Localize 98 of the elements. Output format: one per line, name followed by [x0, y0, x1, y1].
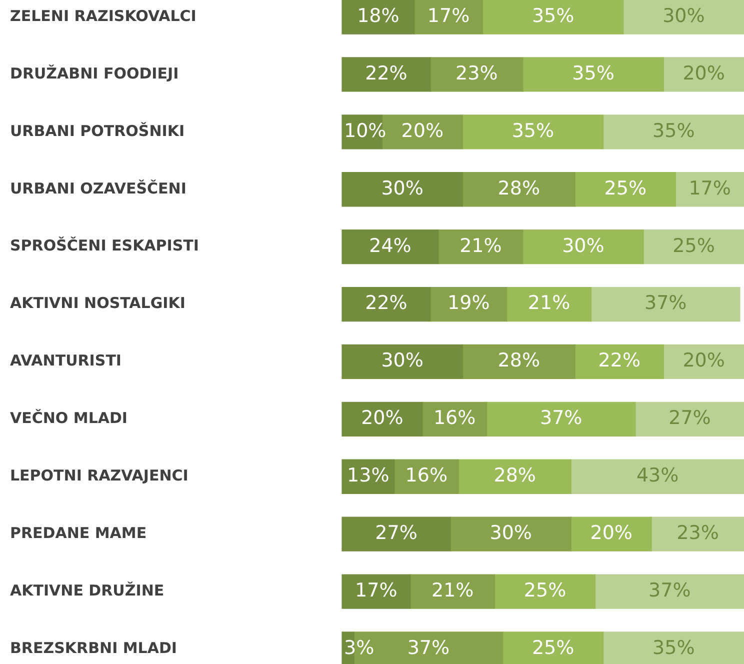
- data-label: 21%: [528, 292, 570, 314]
- data-label: 35%: [532, 4, 574, 27]
- bar: [590, 286, 740, 322]
- bar: [414, 0, 484, 34]
- data-label: 16%: [405, 464, 448, 487]
- bar: [643, 229, 744, 264]
- data-label: 23%: [456, 62, 498, 84]
- bar: [494, 574, 596, 609]
- data-label: 30%: [562, 234, 604, 257]
- data-label: 17%: [688, 177, 731, 200]
- bar: [458, 459, 572, 494]
- bar: [462, 172, 576, 207]
- data-label: 37%: [648, 579, 691, 602]
- data-label: 23%: [676, 522, 719, 544]
- bar: [342, 172, 463, 207]
- bar: [342, 344, 463, 380]
- data-label: 17%: [427, 4, 470, 27]
- data-label: 30%: [381, 350, 424, 372]
- data-label: 30%: [490, 522, 532, 544]
- y-tick-label: LEPOTNI RAZVAJENCI: [10, 466, 188, 485]
- bar: [522, 57, 664, 92]
- data-label: 25%: [524, 579, 566, 602]
- y-tick-label: DRUŽABNI FOODIEJI: [10, 64, 179, 82]
- data-label: 25%: [532, 636, 574, 659]
- data-label: 35%: [512, 120, 554, 142]
- bar: [486, 402, 636, 437]
- bar: [342, 402, 423, 437]
- data-label: 18%: [357, 4, 400, 27]
- data-label: 37%: [540, 407, 582, 430]
- bar: [438, 229, 524, 264]
- data-label: 24%: [369, 234, 412, 257]
- data-label: 20%: [590, 522, 632, 544]
- y-tick-label: ZELENI RAZISKOVALCI: [10, 6, 196, 25]
- y-tick-label: VEČNO MLADI: [10, 409, 128, 428]
- data-label: 35%: [652, 120, 695, 142]
- bar: [450, 516, 572, 552]
- data-label: 25%: [672, 234, 715, 257]
- bar: [602, 114, 744, 150]
- bar: [342, 286, 431, 322]
- data-label: 28%: [498, 350, 540, 372]
- data-label: 35%: [572, 62, 614, 84]
- bar: [410, 574, 496, 609]
- data-label: 22%: [365, 62, 408, 84]
- data-label: 28%: [498, 177, 540, 200]
- bar: [462, 344, 576, 380]
- bar: [594, 574, 744, 609]
- y-tick-label: AVANTURISTI: [10, 352, 122, 370]
- data-label: 20%: [682, 62, 725, 84]
- data-label: 10%: [344, 120, 386, 142]
- y-tick-label: PREDANE MAME: [10, 524, 147, 542]
- bar: [342, 57, 431, 92]
- bar: [342, 574, 411, 609]
- data-label: 16%: [433, 407, 476, 430]
- y-tick-label: SPROŠČENI ESKAPISTI: [10, 236, 199, 255]
- data-label: 13%: [347, 464, 390, 487]
- bar: [342, 229, 439, 264]
- bar: [623, 0, 744, 34]
- data-label: 27%: [375, 522, 418, 544]
- bar: [570, 459, 744, 494]
- bar: [663, 344, 744, 380]
- bar: [635, 402, 744, 437]
- bar: [342, 516, 451, 552]
- bar: [570, 516, 652, 552]
- data-label: 37%: [407, 636, 450, 659]
- bar: [675, 172, 744, 207]
- data-label: 30%: [381, 177, 424, 200]
- data-label: 43%: [636, 464, 679, 487]
- bar: [574, 344, 664, 380]
- data-label: 21%: [460, 234, 502, 257]
- data-label: 20%: [682, 350, 725, 372]
- y-tick-label: AKTIVNE DRUŽINE: [10, 581, 164, 600]
- data-label: 25%: [604, 177, 647, 200]
- y-tick-label: BREZSKRBNI MLADI: [10, 638, 177, 657]
- y-tick-label: AKTIVNI NOSTALGIKI: [10, 294, 186, 312]
- data-label: 21%: [431, 579, 474, 602]
- data-label: 20%: [401, 120, 444, 142]
- data-label: 30%: [662, 4, 705, 27]
- bar: [430, 57, 524, 92]
- y-tick-label: URBANI POTROŠNIKI: [10, 122, 185, 140]
- bar: [482, 0, 624, 34]
- bar: [342, 0, 415, 34]
- y-tick-label: URBANI OZAVEŠČENI: [10, 179, 186, 198]
- bar: [651, 516, 744, 552]
- bar: [574, 172, 676, 207]
- data-label: 27%: [668, 407, 711, 430]
- data-label: 22%: [598, 350, 640, 372]
- data-label: 37%: [644, 292, 687, 314]
- bar: [522, 229, 644, 264]
- data-label: 17%: [355, 579, 398, 602]
- data-label: 19%: [448, 292, 490, 314]
- bar: [506, 286, 592, 322]
- bar: [663, 57, 744, 92]
- data-label: 22%: [365, 292, 408, 314]
- data-label: 20%: [361, 407, 404, 430]
- data-label: 35%: [652, 636, 695, 659]
- bar: [462, 114, 604, 150]
- data-label: 28%: [494, 464, 536, 487]
- data-label: 3%: [344, 636, 374, 659]
